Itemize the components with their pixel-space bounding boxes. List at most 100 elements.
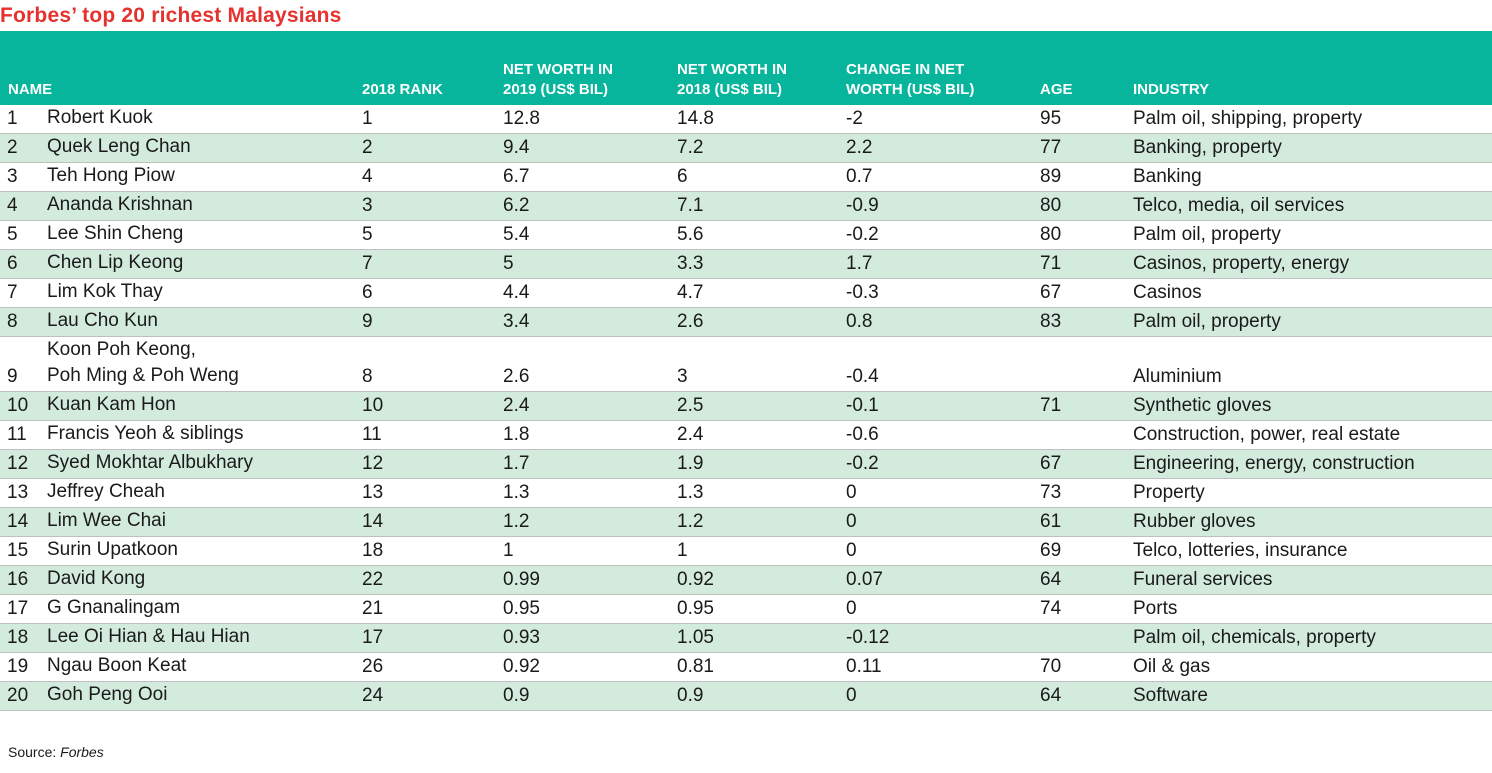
change-cell: -0.12 (846, 627, 890, 648)
rank-number: 10 (7, 395, 29, 416)
net-worth-2019-cell: 4.4 (503, 282, 530, 303)
change-cell: -0.1 (846, 395, 879, 416)
name-line: Kuan Kam Hon (47, 394, 176, 415)
table-row: 12 12 1.7 1.9 -0.2 67 Engineering, energy, con… (0, 450, 1492, 479)
age-cell: 67 (1040, 282, 1062, 303)
net-worth-2019-cell: 0.99 (503, 569, 540, 590)
industry-cell: Ports (1133, 598, 1178, 619)
name-cell: Koon Poh Keong, Poh Ming & Poh Weng (47, 337, 239, 389)
industry-cell: Property (1133, 482, 1205, 503)
rank-2018-cell: 18 (362, 540, 384, 561)
net-worth-2018-cell: 7.1 (677, 195, 704, 216)
name-line: Lim Kok Thay (47, 281, 163, 302)
rank-number: 5 (7, 224, 18, 245)
name-cell: Lee Oi Hian & Hau Hian (47, 624, 250, 650)
age-cell: 71 (1040, 253, 1062, 274)
change-cell: 1.7 (846, 253, 873, 274)
rank-2018-cell: 26 (362, 656, 384, 677)
rich-list-table: NAME 2018 RANK NET WORTH IN 2019 (US$ BIL) N… (0, 31, 1492, 711)
net-worth-2019-cell: 0.92 (503, 656, 540, 677)
industry-cell: Software (1133, 685, 1208, 706)
column-header-line: CHANGE IN NET (846, 61, 965, 78)
change-cell: -0.6 (846, 424, 879, 445)
column-header-change: CHANGE IN NET WORTH (US$ BIL) (846, 60, 974, 100)
net-worth-2019-cell: 0.9 (503, 685, 530, 706)
net-worth-2018-cell: 6 (677, 166, 688, 187)
name-line: Surin Upatkoon (47, 539, 178, 560)
change-cell: -0.2 (846, 453, 879, 474)
column-header-line: 2018 (US$ BIL) (677, 81, 783, 98)
column-header-line: NAME (8, 81, 53, 98)
table-row: 5 5 5.4 5.6 -0.2 80 Palm oil, property Lee Shin… (0, 221, 1492, 250)
column-header-nw-2019: NET WORTH IN 2019 (US$ BIL) (503, 60, 613, 100)
net-worth-2018-cell: 3.3 (677, 253, 704, 274)
rank-2018-cell: 12 (362, 453, 384, 474)
industry-cell: Palm oil, property (1133, 224, 1281, 245)
name-line: Lee Oi Hian & Hau Hian (47, 626, 250, 647)
change-cell: -0.2 (846, 224, 879, 245)
net-worth-2019-cell: 1 (503, 540, 514, 561)
net-worth-2018-cell: 0.95 (677, 598, 714, 619)
rank-number: 19 (7, 656, 29, 677)
name-cell: Ngau Boon Keat (47, 653, 186, 679)
column-header-line: 2018 RANK (362, 81, 443, 98)
age-cell: 69 (1040, 540, 1062, 561)
name-cell: Surin Upatkoon (47, 537, 178, 563)
change-cell: -0.4 (846, 366, 879, 387)
industry-cell: Telco, lotteries, insurance (1133, 540, 1348, 561)
name-cell: Ananda Krishnan (47, 192, 193, 218)
source-note: Source: Forbes (8, 744, 104, 760)
name-cell: Robert Kuok (47, 105, 153, 131)
net-worth-2019-cell: 5 (503, 253, 514, 274)
net-worth-2019-cell: 5.4 (503, 224, 530, 245)
industry-cell: Telco, media, oil services (1133, 195, 1345, 216)
name-cell: Lau Cho Kun (47, 308, 158, 334)
age-cell: 73 (1040, 482, 1062, 503)
name-cell: Goh Peng Ooi (47, 682, 167, 708)
source-label: Source: (8, 744, 57, 760)
rank-2018-cell: 5 (362, 224, 373, 245)
name-line: Robert Kuok (47, 107, 153, 128)
industry-cell: Palm oil, chemicals, property (1133, 627, 1376, 648)
net-worth-2018-cell: 7.2 (677, 137, 704, 158)
industry-cell: Funeral services (1133, 569, 1273, 590)
rank-2018-cell: 1 (362, 108, 373, 129)
change-cell: 0 (846, 482, 857, 503)
age-cell: 74 (1040, 598, 1062, 619)
rank-2018-cell: 11 (362, 424, 382, 445)
name-line: Ananda Krishnan (47, 194, 193, 215)
rank-2018-cell: 7 (362, 253, 373, 274)
net-worth-2019-cell: 0.93 (503, 627, 540, 648)
chart-title: Forbes’ top 20 richest Malaysians (0, 4, 342, 27)
column-header-line: NET WORTH IN (503, 61, 613, 78)
rank-2018-cell: 24 (362, 685, 384, 706)
age-cell: 80 (1040, 224, 1062, 245)
industry-cell: Palm oil, shipping, property (1133, 108, 1363, 129)
name-cell: Lim Kok Thay (47, 279, 163, 305)
table-row: 7 6 4.4 4.7 -0.3 67 Casinos Lim Kok Thay (0, 279, 1492, 308)
net-worth-2019-cell: 1.3 (503, 482, 530, 503)
age-cell: 89 (1040, 166, 1062, 187)
industry-cell: Aluminium (1133, 366, 1222, 387)
net-worth-2019-cell: 2.6 (503, 366, 530, 387)
age-cell: 77 (1040, 137, 1062, 158)
name-cell: David Kong (47, 566, 145, 592)
industry-cell: Casinos, property, energy (1133, 253, 1350, 274)
age-cell: 80 (1040, 195, 1062, 216)
table-row: 20 24 0.9 0.9 0 64 Software Goh Peng Ooi (0, 682, 1492, 711)
age-cell: 64 (1040, 685, 1062, 706)
column-header-line: INDUSTRY (1133, 81, 1210, 98)
net-worth-2019-cell: 3.4 (503, 311, 530, 332)
name-line: Chen Lip Keong (47, 252, 184, 273)
table-row: 14 14 1.2 1.2 0 61 Rubber gloves Lim Wee Chai (0, 508, 1492, 537)
rank-2018-cell: 3 (362, 195, 373, 216)
industry-cell: Banking (1133, 166, 1202, 187)
name-cell: G Gnanalingam (47, 595, 180, 621)
age-cell: 95 (1040, 108, 1062, 129)
rank-2018-cell: 17 (362, 627, 384, 648)
name-line: Teh Hong Piow (47, 165, 175, 186)
rank-number: 6 (7, 253, 18, 274)
rank-2018-cell: 2 (362, 137, 373, 158)
net-worth-2018-cell: 0.9 (677, 685, 704, 706)
net-worth-2018-cell: 2.6 (677, 311, 704, 332)
